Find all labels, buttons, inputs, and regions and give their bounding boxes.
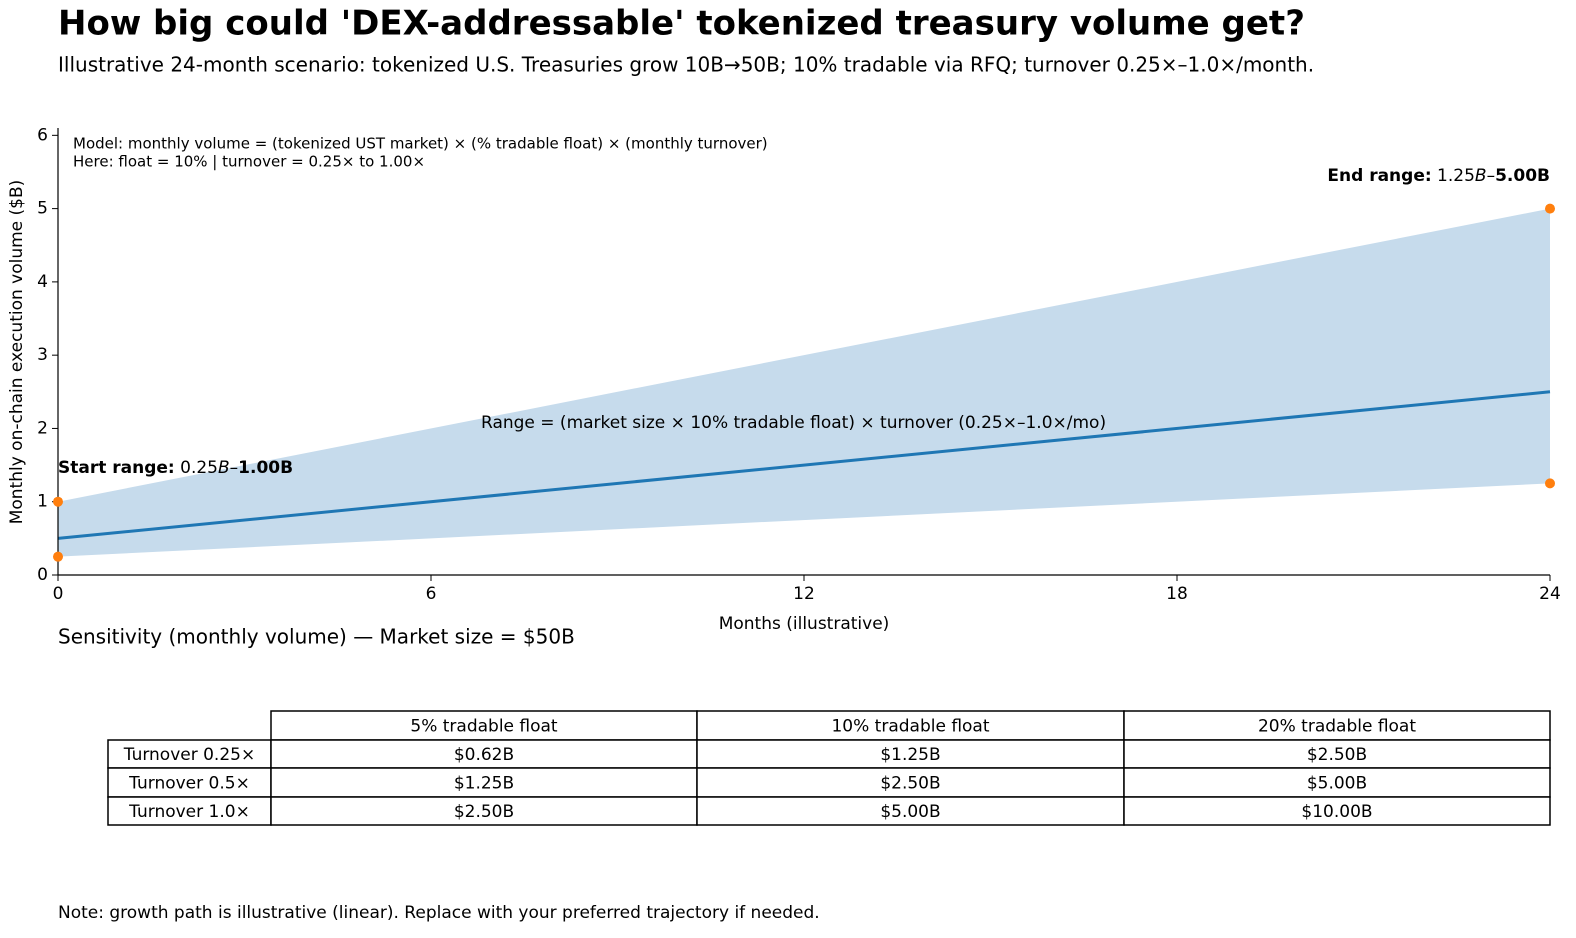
endpoint bbox=[1545, 478, 1555, 489]
table-cell bbox=[270, 796, 698, 826]
table-cell-text: $2.50B bbox=[880, 774, 940, 794]
annotation-part: Start range: bbox=[58, 458, 175, 478]
line bbox=[57, 390, 1551, 540]
annotation: Start range: 0.25B–1.00B bbox=[58, 458, 293, 478]
annotation-part: 1.00B bbox=[238, 458, 293, 478]
x-tick-label: 12 bbox=[793, 584, 815, 604]
endpoint bbox=[53, 551, 63, 562]
annotation-part: 0.25 bbox=[175, 458, 218, 478]
footnote: Note: growth path is illustrative (linea… bbox=[58, 903, 820, 923]
endpoint bbox=[53, 496, 63, 507]
table-cell bbox=[270, 767, 698, 798]
table-cell-text: $1.25B bbox=[454, 774, 514, 794]
table-cell-text: $2.50B bbox=[454, 802, 514, 822]
table-cell bbox=[696, 796, 1125, 826]
table-cell bbox=[1123, 796, 1551, 826]
annotation-part: 5.00B bbox=[1495, 166, 1550, 186]
x-tick-label: 24 bbox=[1539, 584, 1561, 604]
y-axis-label: Monthly on-chain execution volume ($B) bbox=[7, 180, 27, 525]
endpoint bbox=[1545, 203, 1555, 214]
table-cell-text: 20% tradable float bbox=[1258, 717, 1416, 737]
y-tick-label: 1 bbox=[37, 492, 48, 512]
table-cell-text: Turnover 1.0× bbox=[128, 802, 250, 822]
table-cell bbox=[1123, 710, 1551, 741]
x-tick-label: 18 bbox=[1166, 584, 1188, 604]
y-tick-label: 4 bbox=[37, 272, 48, 292]
table-title: Sensitivity (monthly volume) — Market si… bbox=[58, 625, 575, 649]
range-band bbox=[58, 208, 1550, 557]
table-cell-text: Turnover 0.25× bbox=[123, 745, 255, 765]
y-tick-label: 3 bbox=[37, 345, 48, 365]
x-tick-label: 0 bbox=[53, 584, 64, 604]
model-note: Model: monthly volume = (tokenized UST m… bbox=[73, 135, 768, 153]
table-cell bbox=[107, 767, 272, 798]
table-cell bbox=[107, 739, 272, 769]
y-tick-label: 6 bbox=[37, 125, 48, 145]
model-note: Here: float = 10% | turnover = 0.25× to … bbox=[73, 153, 425, 171]
annotation-part: End range: bbox=[1327, 166, 1431, 186]
chart-subtitle: Illustrative 24-month scenario: tokenize… bbox=[58, 53, 1314, 77]
annotation: End range: 1.25B–5.00B bbox=[1327, 166, 1550, 186]
table-cell bbox=[270, 710, 698, 741]
y-tick-label: 0 bbox=[37, 565, 48, 585]
table-cell-text: 10% tradable float bbox=[831, 717, 989, 737]
table-cell bbox=[107, 796, 272, 826]
annotation-part: – bbox=[1487, 166, 1496, 186]
x-tick-label: 6 bbox=[426, 584, 437, 604]
range-note: Range = (market size × 10% tradable floa… bbox=[481, 413, 1106, 433]
chart-title: How big could 'DEX-addressable' tokenize… bbox=[58, 4, 1305, 44]
y-tick-label: 2 bbox=[37, 418, 48, 438]
table-cell-text: $1.25B bbox=[880, 745, 940, 765]
table-cell bbox=[1123, 767, 1551, 798]
annotation-part: B bbox=[218, 458, 230, 478]
annotation-part: 1.25 bbox=[1432, 166, 1475, 186]
table-cell-text: 5% tradable float bbox=[410, 717, 558, 737]
table-cell-text: $0.62B bbox=[454, 745, 514, 765]
table-cell-text: $2.50B bbox=[1307, 745, 1367, 765]
annotation-part: – bbox=[230, 458, 239, 478]
table-cell-text: Turnover 0.5× bbox=[128, 774, 250, 794]
table-cell-text: $10.00B bbox=[1301, 802, 1372, 822]
x-axis-label: Months (illustrative) bbox=[719, 614, 890, 634]
y-tick-label: 5 bbox=[37, 199, 48, 219]
table-cell-text: $5.00B bbox=[1307, 774, 1367, 794]
table-cell-text: $5.00B bbox=[880, 802, 940, 822]
annotation-part: B bbox=[1475, 166, 1487, 186]
